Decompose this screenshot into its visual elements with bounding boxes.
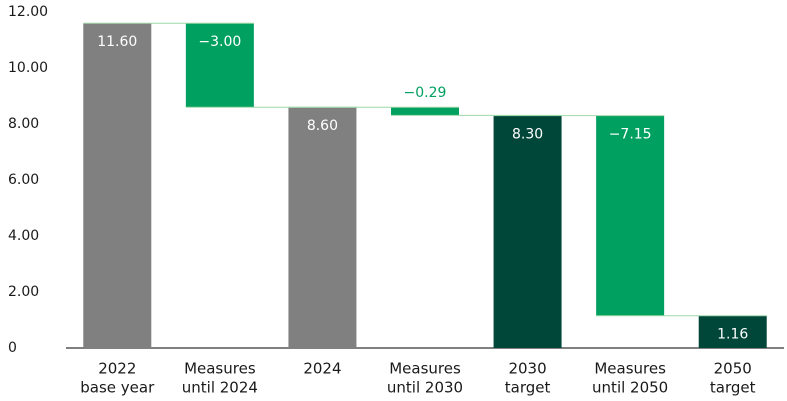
x-tick-label: Measures (184, 360, 256, 378)
x-tick-label: until 2030 (387, 379, 463, 397)
value-label: 1.16 (717, 327, 748, 343)
x-tick-label: until 2050 (592, 379, 668, 397)
value-label: 8.60 (307, 118, 338, 134)
bar (288, 107, 357, 348)
y-tick-label: 6.00 (8, 172, 39, 188)
y-tick-label: 8.00 (8, 116, 39, 132)
x-tick-label: 2022 (98, 360, 136, 378)
x-tick-label: 2024 (303, 360, 341, 378)
bar (391, 107, 459, 116)
bar (185, 23, 254, 108)
x-tick-label: Measures (594, 360, 666, 378)
value-label: 11.60 (97, 34, 137, 50)
x-tick-label: target (710, 379, 756, 397)
y-tick-label: 10.00 (8, 60, 48, 76)
y-tick-label: 2.00 (8, 284, 39, 300)
value-label: −7.15 (609, 127, 652, 143)
bar (493, 115, 562, 348)
x-tick-label: 2050 (714, 360, 752, 378)
x-tick-label: Measures (389, 360, 461, 378)
bar (596, 115, 665, 316)
x-tick-label: base year (80, 379, 155, 397)
x-tick-label: target (505, 379, 551, 397)
value-label: 8.30 (512, 127, 543, 143)
bar (83, 23, 152, 348)
y-tick-label: 4.00 (8, 228, 39, 244)
bar (698, 315, 767, 348)
y-tick-label: 0 (8, 340, 17, 356)
x-tick-label: until 2024 (182, 379, 258, 397)
value-label: −3.00 (198, 34, 241, 50)
x-tick-label: 2030 (508, 360, 546, 378)
y-tick-label: 12.00 (8, 4, 48, 20)
value-label: −0.29 (404, 85, 447, 101)
